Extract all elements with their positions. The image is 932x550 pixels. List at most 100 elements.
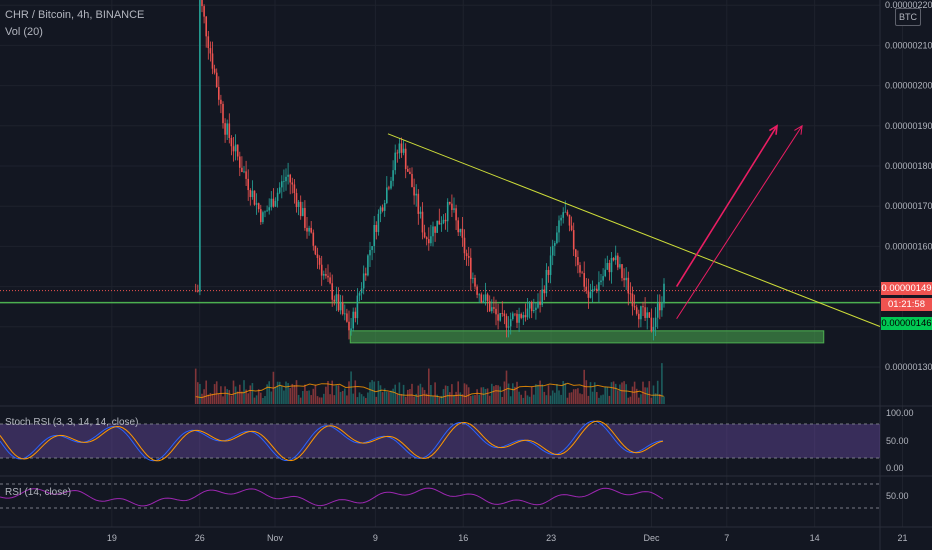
candle <box>478 293 480 304</box>
candle <box>203 4 205 24</box>
volume-bar <box>262 397 264 404</box>
candle <box>230 135 233 156</box>
candle <box>404 143 407 179</box>
candle <box>323 270 325 280</box>
candle-body <box>402 148 405 153</box>
volume-bar <box>346 395 348 404</box>
candle <box>621 263 623 282</box>
candle <box>558 215 560 243</box>
volume-bar <box>251 383 254 404</box>
volume-bar <box>350 371 352 404</box>
volume-bar <box>526 395 529 404</box>
volume-bar <box>432 396 434 404</box>
volume-label[interactable]: Vol (20) <box>5 26 43 38</box>
candle-body <box>509 319 512 327</box>
time-axis[interactable]: 19 26 Nov 9 16 23 Dec 7 14 21 <box>107 533 908 543</box>
candle <box>371 246 373 261</box>
volume-bar <box>293 385 296 404</box>
candle <box>218 76 220 106</box>
candle <box>509 312 512 335</box>
candles <box>194 0 665 341</box>
drawings[interactable] <box>387 124 881 327</box>
volume-bar <box>478 394 480 404</box>
volume-bar <box>520 394 522 404</box>
candle <box>207 30 210 60</box>
candle <box>449 201 451 206</box>
candle-body <box>522 315 525 318</box>
candle <box>642 301 644 316</box>
volume-bar <box>264 396 266 404</box>
volume-bar <box>341 390 344 404</box>
candle <box>327 264 329 283</box>
candle <box>564 200 567 213</box>
volume-bar <box>451 384 453 404</box>
candle-body <box>335 294 338 302</box>
candle-body <box>197 290 199 292</box>
candle <box>453 197 455 213</box>
candle <box>392 160 394 187</box>
candle-body <box>499 313 501 321</box>
current-price-badge: 0.00000149 <box>881 282 932 295</box>
currency-button[interactable]: BTC <box>895 8 921 26</box>
candle <box>341 295 344 316</box>
volume-bar <box>619 384 621 404</box>
volume-bar <box>497 385 499 404</box>
stoch-rsi-pane <box>0 420 880 462</box>
candle <box>388 185 390 191</box>
candle <box>570 216 573 232</box>
candle-body <box>417 193 420 214</box>
candle-body <box>596 288 598 291</box>
volume-bar <box>455 391 457 404</box>
volume-bar <box>230 395 233 404</box>
candle <box>604 258 606 278</box>
volume-bar <box>530 386 533 404</box>
volume-bar <box>491 383 493 404</box>
candle-body <box>627 277 630 294</box>
candle <box>663 278 665 308</box>
candle <box>419 206 422 219</box>
volume-bar <box>413 396 415 404</box>
symbol-title[interactable]: CHR / Bitcoin, 4h, BINANCE <box>5 9 145 21</box>
price-tick-label: 0.00000200 <box>885 81 932 91</box>
candle-body <box>352 311 354 329</box>
volume-bar <box>234 386 237 404</box>
candle-body <box>520 314 522 318</box>
volume-bar <box>516 381 518 404</box>
volume-bar <box>423 389 426 404</box>
stoch-rsi-label[interactable]: Stoch RSI (3, 3, 14, 14, close) <box>5 417 139 428</box>
candle <box>556 226 558 245</box>
candle-body <box>644 307 646 318</box>
candle <box>644 297 646 321</box>
candle-body <box>383 203 386 211</box>
candle-body <box>493 307 495 309</box>
candle-body <box>430 236 432 244</box>
candle-body <box>514 313 516 315</box>
volume-bar <box>239 384 241 404</box>
volume-bar <box>593 382 596 404</box>
volume-bar <box>255 395 258 404</box>
rsi-label[interactable]: RSI (14, close) <box>5 487 72 498</box>
candle <box>220 94 222 114</box>
candle-body <box>661 303 663 311</box>
candle-body <box>348 321 350 331</box>
candle <box>409 167 411 175</box>
candle <box>652 317 655 341</box>
candle-body <box>262 212 264 223</box>
candle <box>495 299 497 326</box>
candle-body <box>283 181 285 183</box>
price-axis[interactable]: 0.00000220 0.00000210 0.00000200 0.00000190… <box>885 0 932 501</box>
candle-body <box>617 255 619 268</box>
candle <box>417 189 420 225</box>
rsi-line <box>0 487 664 507</box>
candle-body <box>253 190 256 205</box>
stoch-k-line <box>0 420 664 462</box>
candle <box>522 311 525 325</box>
candle-body <box>444 219 447 222</box>
volume-bar <box>644 387 646 404</box>
support-zone[interactable] <box>0 290 880 344</box>
candle-body <box>623 278 625 281</box>
candle-body <box>635 307 638 314</box>
candle <box>465 249 468 266</box>
candle-body <box>220 99 222 104</box>
